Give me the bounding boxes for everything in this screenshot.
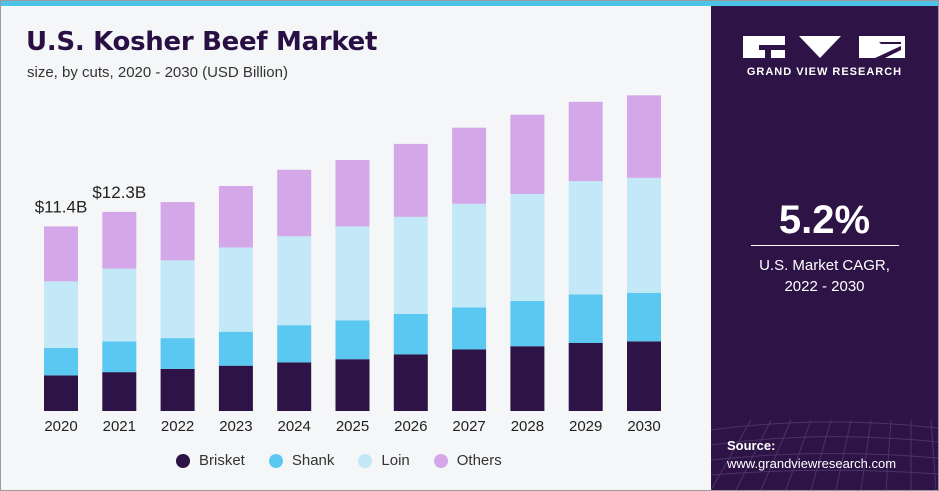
bar-segment-others-2023 bbox=[218, 186, 253, 248]
legend-label-brisket: Brisket bbox=[199, 452, 245, 469]
cagr-label-line1: U.S. Market CAGR, bbox=[759, 257, 890, 274]
bar-segment-brisket-2030 bbox=[627, 341, 661, 411]
accent-bar bbox=[1, 1, 938, 6]
x-tick-label-2028: 2028 bbox=[511, 418, 544, 435]
bar-segment-loin-2024 bbox=[277, 236, 312, 326]
legend-item-loin: Loin bbox=[358, 452, 410, 469]
x-tick-label-2020: 2020 bbox=[44, 418, 77, 435]
grid-decoration bbox=[711, 419, 938, 490]
cagr-value: 5.2% bbox=[778, 198, 871, 242]
bar-segment-loin-2028 bbox=[510, 194, 545, 301]
bar-segment-loin-2027 bbox=[452, 203, 487, 308]
bar-segment-shank-2026 bbox=[393, 313, 428, 355]
legend-marker-loin bbox=[358, 453, 373, 468]
bar-segment-brisket-2026 bbox=[393, 354, 428, 411]
bar-segment-shank-2028 bbox=[510, 300, 545, 347]
bar-segment-shank-2027 bbox=[452, 307, 487, 350]
bar-segment-loin-2030 bbox=[627, 177, 661, 293]
x-tick-label-2022: 2022 bbox=[161, 418, 194, 435]
x-tick-label-2027: 2027 bbox=[452, 418, 485, 435]
cagr-label-line2: 2022 - 2030 bbox=[784, 278, 865, 295]
x-tick-label-2025: 2025 bbox=[336, 418, 369, 435]
legend-item-others: Others bbox=[433, 452, 502, 469]
bar-segment-loin-2022 bbox=[160, 260, 195, 339]
grand-view-research-logo bbox=[743, 36, 905, 58]
bar-segment-others-2020 bbox=[44, 226, 78, 282]
bar-segment-loin-2021 bbox=[102, 268, 137, 342]
bar-segment-others-2021 bbox=[102, 211, 137, 269]
bar-segment-others-2024 bbox=[277, 169, 312, 237]
bar-segment-others-2029 bbox=[568, 101, 603, 182]
bar-segment-others-2027 bbox=[452, 127, 487, 204]
bar-segment-brisket-2021 bbox=[102, 372, 137, 411]
brand-name: GRAND VIEW RESEARCH bbox=[746, 66, 903, 78]
bar-segment-others-2028 bbox=[510, 114, 545, 194]
bar-segment-shank-2025 bbox=[335, 320, 370, 360]
bar-segment-brisket-2024 bbox=[277, 362, 312, 411]
cagr-divider bbox=[751, 245, 899, 246]
chart-legend: Brisket Shank Loin Others bbox=[176, 452, 526, 469]
x-tick-label-2026: 2026 bbox=[394, 418, 427, 435]
legend-label-others: Others bbox=[456, 452, 502, 469]
x-tick-label-2023: 2023 bbox=[219, 418, 252, 435]
legend-marker-others bbox=[433, 453, 448, 468]
legend-label-loin: Loin bbox=[381, 452, 410, 469]
data-label-2021: $12.3B bbox=[92, 183, 146, 202]
bar-segment-others-2026 bbox=[393, 143, 428, 217]
bar-segment-shank-2030 bbox=[627, 292, 661, 342]
source-label: Source: bbox=[727, 438, 776, 453]
x-tick-label-2030: 2030 bbox=[627, 418, 660, 435]
data-label-2020: $11.4B bbox=[35, 197, 88, 216]
chart-subtitle: size, by cuts, 2020 - 2030 (USD Billion) bbox=[27, 64, 288, 81]
cagr-label: U.S. Market CAGR, 2022 - 2030 bbox=[711, 255, 938, 297]
bar-segment-shank-2021 bbox=[102, 341, 137, 373]
source-url[interactable]: www.grandviewresearch.com bbox=[727, 456, 897, 471]
bar-segment-shank-2023 bbox=[218, 331, 253, 366]
legend-item-brisket: Brisket bbox=[176, 452, 245, 469]
bar-segment-brisket-2022 bbox=[160, 368, 195, 411]
legend-item-shank: Shank bbox=[268, 452, 335, 469]
legend-marker-brisket bbox=[176, 453, 190, 468]
bar-segment-brisket-2027 bbox=[452, 349, 487, 411]
bar-segment-shank-2022 bbox=[160, 338, 195, 369]
bar-segment-brisket-2028 bbox=[510, 346, 545, 411]
chart-title: U.S. Kosher Beef Market bbox=[26, 27, 378, 57]
stacked-bar-chart: 2020 2021 2022 2023 2024 2025 2026 2027 2028 2029… bbox=[35, 95, 661, 435]
bar-segment-loin-2020 bbox=[44, 281, 78, 348]
bar-segment-shank-2029 bbox=[568, 294, 603, 343]
legend-marker-shank bbox=[268, 453, 283, 468]
legend-label-shank: Shank bbox=[291, 452, 335, 469]
bar-segment-loin-2025 bbox=[335, 226, 370, 321]
sidebar-panel: GRAND VIEW RESEARCH 5.2% U.S. Market CAG… bbox=[711, 6, 938, 490]
bar-segment-loin-2023 bbox=[218, 247, 253, 332]
bar-segment-others-2025 bbox=[335, 160, 370, 227]
bar-segment-brisket-2023 bbox=[218, 365, 253, 411]
bar-segment-shank-2020 bbox=[44, 347, 78, 376]
bar-segment-loin-2026 bbox=[393, 216, 428, 314]
bar-segment-shank-2024 bbox=[277, 325, 312, 363]
bar-segment-brisket-2029 bbox=[568, 343, 603, 411]
bar-segment-others-2022 bbox=[160, 202, 195, 261]
x-tick-label-2024: 2024 bbox=[278, 418, 311, 435]
bar-segment-others-2030 bbox=[627, 95, 661, 178]
bar-segment-brisket-2020 bbox=[44, 375, 78, 411]
x-tick-label-2029: 2029 bbox=[569, 418, 602, 435]
bar-segment-brisket-2025 bbox=[335, 359, 370, 411]
bar-segment-loin-2029 bbox=[568, 181, 603, 295]
x-tick-label-2021: 2021 bbox=[103, 418, 136, 435]
